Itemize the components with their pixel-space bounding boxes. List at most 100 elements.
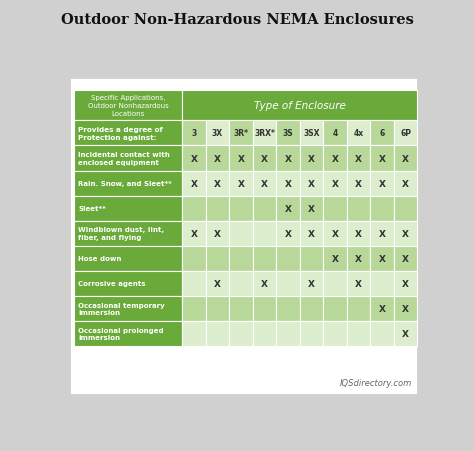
FancyBboxPatch shape <box>182 246 206 271</box>
FancyBboxPatch shape <box>300 196 323 221</box>
FancyBboxPatch shape <box>74 271 182 296</box>
Text: X: X <box>355 179 362 188</box>
FancyBboxPatch shape <box>300 171 323 196</box>
FancyBboxPatch shape <box>253 146 276 171</box>
Text: 6: 6 <box>380 129 385 138</box>
FancyBboxPatch shape <box>182 321 206 346</box>
FancyBboxPatch shape <box>394 246 418 271</box>
Text: X: X <box>214 179 221 188</box>
FancyBboxPatch shape <box>229 221 253 246</box>
FancyBboxPatch shape <box>74 91 182 121</box>
FancyBboxPatch shape <box>206 271 229 296</box>
FancyBboxPatch shape <box>394 171 418 196</box>
FancyBboxPatch shape <box>394 196 418 221</box>
Text: X: X <box>191 229 197 238</box>
Text: X: X <box>214 154 221 163</box>
FancyBboxPatch shape <box>394 321 418 346</box>
FancyBboxPatch shape <box>370 321 394 346</box>
Text: X: X <box>308 229 315 238</box>
Text: X: X <box>308 179 315 188</box>
FancyBboxPatch shape <box>323 146 347 171</box>
FancyBboxPatch shape <box>394 271 418 296</box>
FancyBboxPatch shape <box>276 296 300 321</box>
Text: X: X <box>332 179 338 188</box>
FancyBboxPatch shape <box>347 271 370 296</box>
FancyBboxPatch shape <box>370 171 394 196</box>
FancyBboxPatch shape <box>276 221 300 246</box>
FancyBboxPatch shape <box>74 171 182 196</box>
Text: X: X <box>379 254 386 263</box>
Text: Occasional temporary
immersion: Occasional temporary immersion <box>78 302 165 315</box>
FancyBboxPatch shape <box>276 146 300 171</box>
FancyBboxPatch shape <box>370 221 394 246</box>
FancyBboxPatch shape <box>206 296 229 321</box>
FancyBboxPatch shape <box>182 196 206 221</box>
FancyBboxPatch shape <box>74 321 182 346</box>
FancyBboxPatch shape <box>229 171 253 196</box>
Text: Occasional prolonged
immersion: Occasional prolonged immersion <box>78 327 164 341</box>
Text: X: X <box>402 279 409 288</box>
FancyBboxPatch shape <box>347 221 370 246</box>
Text: X: X <box>355 254 362 263</box>
Text: 3X: 3X <box>212 129 223 138</box>
FancyBboxPatch shape <box>253 246 276 271</box>
FancyBboxPatch shape <box>300 121 323 146</box>
Text: X: X <box>284 154 292 163</box>
FancyBboxPatch shape <box>253 321 276 346</box>
Text: 3S: 3S <box>283 129 293 138</box>
Text: X: X <box>261 154 268 163</box>
FancyBboxPatch shape <box>276 171 300 196</box>
FancyBboxPatch shape <box>182 296 206 321</box>
Text: IQSdirectory.com: IQSdirectory.com <box>340 378 412 387</box>
FancyBboxPatch shape <box>229 196 253 221</box>
Text: X: X <box>261 179 268 188</box>
Text: X: X <box>332 229 338 238</box>
FancyBboxPatch shape <box>323 246 347 271</box>
Text: X: X <box>308 279 315 288</box>
FancyBboxPatch shape <box>206 196 229 221</box>
FancyBboxPatch shape <box>182 121 206 146</box>
FancyBboxPatch shape <box>74 146 182 171</box>
FancyBboxPatch shape <box>276 246 300 271</box>
FancyBboxPatch shape <box>182 91 418 121</box>
Text: Incidental contact with
enclosed equipment: Incidental contact with enclosed equipme… <box>78 152 170 166</box>
FancyBboxPatch shape <box>370 121 394 146</box>
FancyBboxPatch shape <box>370 196 394 221</box>
FancyBboxPatch shape <box>347 321 370 346</box>
Text: X: X <box>214 279 221 288</box>
Text: X: X <box>379 154 386 163</box>
Text: Specific Applications,
Outdoor Nonhazardous
Locations: Specific Applications, Outdoor Nonhazard… <box>88 95 168 117</box>
FancyBboxPatch shape <box>323 271 347 296</box>
Text: X: X <box>237 154 245 163</box>
FancyBboxPatch shape <box>276 121 300 146</box>
FancyBboxPatch shape <box>229 271 253 296</box>
FancyBboxPatch shape <box>300 271 323 296</box>
FancyBboxPatch shape <box>276 271 300 296</box>
FancyBboxPatch shape <box>323 196 347 221</box>
FancyBboxPatch shape <box>229 321 253 346</box>
Text: Rain. Snow, and Sleet**: Rain. Snow, and Sleet** <box>78 181 172 187</box>
Text: X: X <box>355 154 362 163</box>
Text: X: X <box>332 154 338 163</box>
Text: X: X <box>191 154 197 163</box>
FancyBboxPatch shape <box>370 271 394 296</box>
FancyBboxPatch shape <box>182 221 206 246</box>
FancyBboxPatch shape <box>347 121 370 146</box>
FancyBboxPatch shape <box>394 296 418 321</box>
FancyBboxPatch shape <box>74 121 182 146</box>
FancyBboxPatch shape <box>206 146 229 171</box>
Text: X: X <box>402 329 409 338</box>
FancyBboxPatch shape <box>300 146 323 171</box>
FancyBboxPatch shape <box>74 196 182 221</box>
Text: X: X <box>261 279 268 288</box>
Text: X: X <box>355 229 362 238</box>
FancyBboxPatch shape <box>253 171 276 196</box>
FancyBboxPatch shape <box>229 121 253 146</box>
FancyBboxPatch shape <box>74 296 182 321</box>
FancyBboxPatch shape <box>323 171 347 196</box>
Text: X: X <box>284 229 292 238</box>
FancyBboxPatch shape <box>323 221 347 246</box>
FancyBboxPatch shape <box>300 246 323 271</box>
FancyBboxPatch shape <box>229 146 253 171</box>
Text: X: X <box>191 179 197 188</box>
